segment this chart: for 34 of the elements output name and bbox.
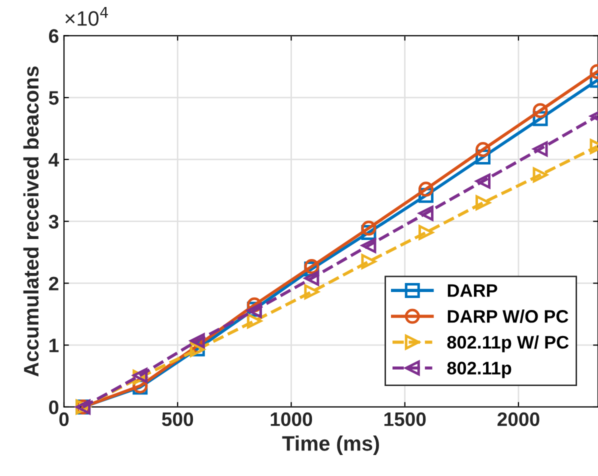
point bbox=[304, 270, 320, 286]
x-tick-label: 500 bbox=[162, 412, 194, 426]
point bbox=[418, 206, 434, 221]
x-tick-label: 2000 bbox=[498, 412, 540, 426]
point bbox=[532, 167, 548, 182]
legend-label: 802.11p bbox=[447, 362, 512, 378]
y-tick-label: 1 bbox=[50, 338, 59, 352]
point bbox=[361, 238, 376, 253]
legend-label: DARP W/O PC bbox=[448, 310, 568, 323]
point bbox=[246, 313, 262, 328]
point bbox=[361, 254, 376, 270]
y-tick-label: 5 bbox=[48, 91, 59, 105]
point bbox=[476, 174, 491, 189]
point bbox=[476, 142, 491, 158]
x-tick-label: 0 bbox=[59, 412, 69, 426]
y-tick-label: 4 bbox=[48, 153, 60, 167]
y-axis-title: Accumulated received beacons bbox=[23, 66, 39, 377]
point bbox=[304, 284, 320, 300]
point bbox=[418, 182, 434, 197]
point bbox=[532, 103, 548, 118]
point bbox=[418, 224, 434, 240]
text: ×10$^{4}$ bbox=[65, 7, 108, 26]
point bbox=[476, 195, 491, 210]
point bbox=[361, 220, 376, 236]
x-tick-label: 1500 bbox=[384, 412, 426, 426]
point bbox=[532, 141, 548, 156]
legend-label: 802.11p W/ PC bbox=[447, 335, 569, 352]
x-tick-label: 1000 bbox=[270, 412, 312, 426]
y-tick-label: 0 bbox=[49, 400, 58, 414]
y-tick-label: 2 bbox=[48, 276, 58, 290]
legend-label: DARP bbox=[448, 284, 498, 297]
y-tick-label: 3 bbox=[48, 214, 58, 229]
y-tick-label: 6 bbox=[49, 29, 58, 43]
x-axis-title: Time (ms) bbox=[282, 436, 379, 455]
